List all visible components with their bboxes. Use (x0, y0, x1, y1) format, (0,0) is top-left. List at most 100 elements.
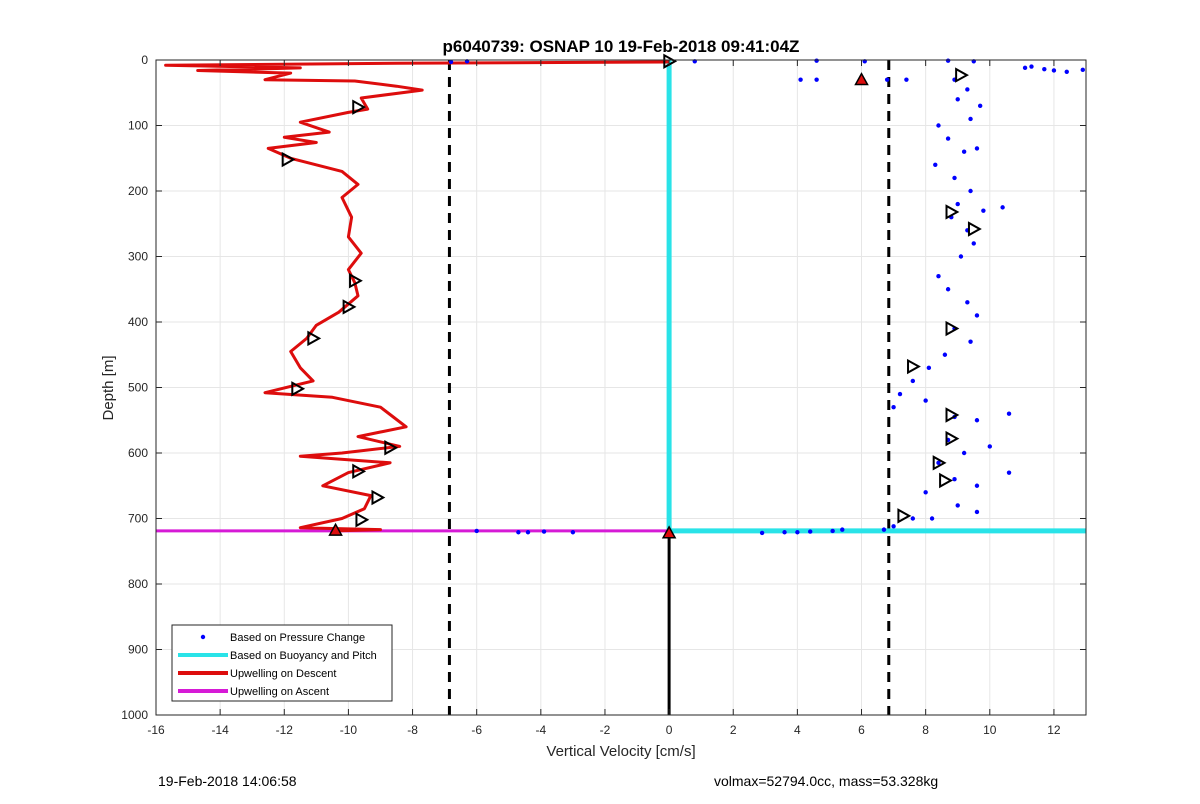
pressure-change-point (945, 287, 951, 292)
axis-ticks: -16 -14 -12 -10 -8 -6 -4 -2 0 2 4 6 8 10 12 0 100 200 300 4… (121, 53, 1086, 737)
pressure-change-point (974, 509, 980, 515)
pressure-change-point (965, 300, 970, 305)
pressure-change-point (936, 273, 941, 279)
red-triangle-marker (328, 522, 343, 536)
pressure-change-point (952, 477, 957, 482)
open-triangle-marker (955, 67, 969, 83)
pressure-change-point (936, 460, 941, 466)
pressure-change-point (987, 444, 992, 449)
pressure-change-point (881, 527, 887, 532)
open-triangle-marker (352, 463, 367, 480)
pressure-change-point (897, 391, 903, 397)
pressure-change-point (974, 418, 980, 423)
pressure-change-point (798, 77, 803, 82)
open-triangle-marker (355, 512, 370, 528)
pressure-change-point (929, 516, 935, 521)
red-triangle-marker (661, 525, 677, 539)
open-triangle-marker (291, 381, 306, 397)
y-tick-label: 400 (128, 315, 148, 329)
pressure-change-point (1064, 69, 1069, 74)
chart-title: p6040739: OSNAP 10 19-Feb-2018 09:41:04Z (443, 37, 800, 56)
legend-entry-label: Upwelling on Ascent (230, 686, 329, 698)
series-line-upwelling-on-descent (164, 60, 670, 533)
open-triangle-marker (307, 330, 322, 347)
y-tick-label: 700 (128, 512, 148, 526)
x-tick-label: 2 (730, 723, 737, 737)
x-tick-label: -10 (340, 723, 358, 737)
legend-entry-label: Based on Pressure Change (230, 632, 365, 644)
x-tick-label: 8 (922, 723, 929, 737)
open-triangle-marker (932, 455, 947, 471)
open-triangle-marker (352, 99, 367, 115)
y-tick-label: 300 (128, 250, 148, 264)
footer-glider-info: volmax=52794.0cc, mass=53.328kg (714, 773, 939, 789)
pressure-change-point (965, 87, 970, 92)
pressure-change-point (1006, 470, 1012, 475)
open-triangle-marker (663, 53, 678, 70)
series-line-based-on-buoyancy-and-pitch (666, 60, 1086, 534)
legend-swatch-dot (200, 634, 206, 640)
open-triangle-marker (371, 489, 386, 506)
pressure-change-point (981, 208, 986, 213)
pressure-change-point (541, 529, 547, 534)
pressure-change-point (974, 483, 980, 488)
pressure-change-point (1051, 68, 1057, 73)
pressure-change-point (814, 58, 819, 63)
open-triangle-marker (907, 358, 921, 375)
y-tick-label: 600 (128, 446, 148, 460)
pressure-change-point (955, 503, 960, 508)
pressure-change-point (795, 530, 800, 535)
footer-timestamp: 19-Feb-2018 14:06:58 (158, 773, 297, 789)
pressure-change-point (910, 378, 916, 384)
y-tick-label: 800 (128, 577, 148, 591)
pressure-change-point (840, 527, 845, 532)
red-triangle-marker (854, 72, 869, 86)
pressure-change-point (891, 404, 896, 410)
pressure-change-point (968, 339, 973, 344)
pressure-change-point (936, 123, 941, 128)
pressure-change-point (759, 530, 765, 536)
x-tick-label: 10 (983, 723, 997, 737)
pressure-change-point (933, 162, 938, 167)
open-triangle-marker (349, 273, 363, 289)
pressure-change-point (525, 530, 531, 535)
pressure-change-point (1080, 67, 1085, 73)
open-triangle-marker (945, 407, 960, 423)
pressure-change-point (1000, 205, 1005, 210)
pressure-change-point (974, 146, 980, 151)
pressure-change-point (926, 365, 932, 371)
y-axis-label: Depth [m] (100, 355, 117, 420)
x-tick-label: 6 (858, 723, 865, 737)
x-tick-label: -6 (471, 723, 482, 737)
y-tick-label: 200 (128, 184, 148, 198)
x-tick-label: -2 (600, 723, 611, 737)
open-triangle-marker (945, 204, 960, 220)
open-triangle-marker (967, 221, 982, 237)
pressure-change-point (910, 516, 916, 521)
legend-entry-label: Upwelling on Descent (230, 668, 336, 680)
y-tick-label: 0 (141, 53, 148, 67)
open-triangle-marker (945, 320, 960, 337)
pressure-change-point (782, 530, 787, 535)
y-tick-label: 1000 (121, 708, 148, 722)
y-tick-label: 900 (128, 643, 148, 657)
pressure-change-point (923, 490, 928, 495)
pressure-change-point (968, 188, 973, 194)
pressure-change-point (1029, 64, 1034, 69)
pressure-change-point (955, 201, 960, 207)
open-triangle-marker (939, 472, 953, 489)
x-tick-label: -4 (535, 723, 546, 737)
pressure-change-point (923, 398, 928, 403)
y-tick-label: 100 (128, 119, 148, 133)
pressure-change-point (448, 59, 454, 65)
x-tick-label: -14 (211, 723, 229, 737)
legend: Based on Pressure Change Based on Buoyanc… (171, 624, 393, 702)
pressure-change-point (974, 313, 980, 318)
pressure-change-point (1042, 66, 1047, 72)
pressure-change-point (945, 136, 951, 141)
pressure-change-point (977, 103, 983, 109)
x-tick-label: 12 (1047, 723, 1061, 737)
pressure-change-point (516, 530, 521, 535)
x-tick-label: 0 (666, 723, 673, 737)
